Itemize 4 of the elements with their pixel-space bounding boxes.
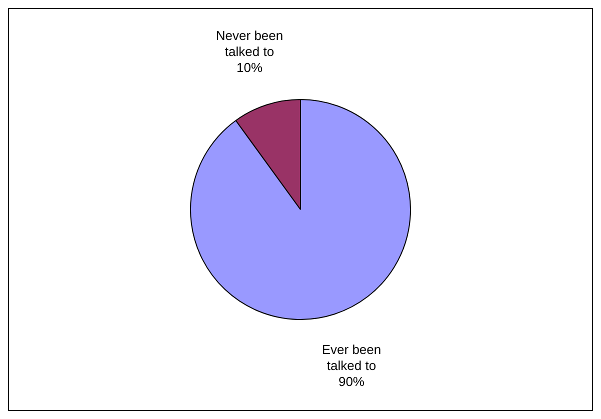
data-label: 10%: [236, 60, 263, 76]
slice-label: Never been talked to: [216, 28, 284, 60]
data-label: 90%: [338, 374, 365, 389]
slice-label: Ever been talked to: [322, 342, 382, 373]
